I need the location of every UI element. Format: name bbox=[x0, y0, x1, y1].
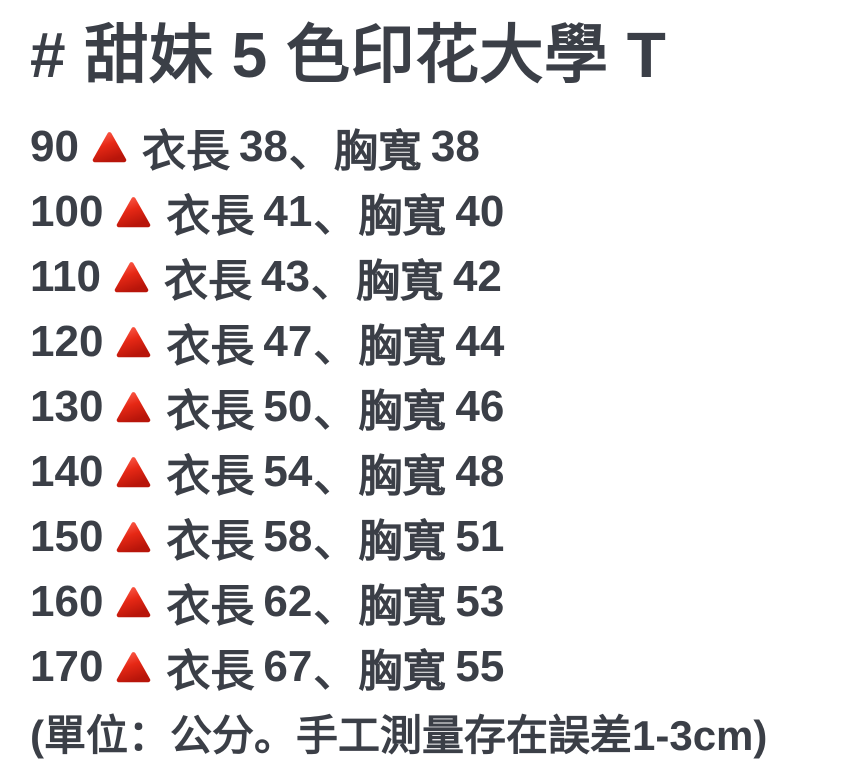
size-row: 130 衣長 50 、 胸寬 46 bbox=[30, 374, 828, 439]
chest-label: 胸寬 bbox=[358, 386, 447, 436]
size-row: 140 衣長 54 、 胸寬 48 bbox=[30, 439, 828, 504]
length-label: 衣長 bbox=[166, 581, 255, 631]
chest-value: 55 bbox=[455, 641, 505, 691]
chest-label: 胸寬 bbox=[358, 516, 447, 566]
size-value: 160 bbox=[30, 576, 104, 626]
size-row: 110 衣長 43 、 胸寬 42 bbox=[30, 244, 828, 309]
size-value: 90 bbox=[30, 121, 79, 171]
separator: 、 bbox=[288, 126, 333, 176]
length-label: 衣長 bbox=[166, 646, 255, 696]
size-row: 150 衣長 58 、 胸寬 51 bbox=[30, 504, 828, 569]
red-triangle-icon bbox=[115, 520, 152, 555]
length-label: 衣長 bbox=[166, 516, 255, 566]
chest-label: 胸寬 bbox=[358, 646, 447, 696]
size-chart-list: 90 衣長 38 、 胸寬 38 100 衣長 41 、 胸寬 40 110 衣… bbox=[30, 114, 828, 699]
length-value: 47 bbox=[263, 316, 313, 366]
separator: 、 bbox=[313, 321, 358, 371]
chest-value: 40 bbox=[455, 186, 505, 236]
size-row: 90 衣長 38 、 胸寬 38 bbox=[30, 114, 828, 179]
size-row: 160 衣長 62 、 胸寬 53 bbox=[30, 569, 828, 634]
length-value: 54 bbox=[263, 446, 313, 496]
length-value: 62 bbox=[263, 576, 313, 626]
red-triangle-icon bbox=[115, 585, 152, 620]
red-triangle-icon bbox=[115, 325, 152, 360]
length-value: 38 bbox=[238, 121, 288, 171]
size-value: 120 bbox=[30, 316, 104, 366]
size-value: 130 bbox=[30, 381, 104, 431]
chest-value: 46 bbox=[455, 381, 505, 431]
unit-disclaimer: (單位：公分。手工測量存在誤差1-3cm) bbox=[30, 711, 768, 759]
length-label: 衣長 bbox=[141, 126, 230, 176]
separator: 、 bbox=[313, 646, 358, 696]
size-row: 100 衣長 41 、 胸寬 40 bbox=[30, 179, 828, 244]
chest-value: 42 bbox=[452, 251, 502, 301]
size-row: 120 衣長 47 、 胸寬 44 bbox=[30, 309, 828, 374]
length-value: 41 bbox=[263, 186, 313, 236]
size-value: 150 bbox=[30, 511, 104, 561]
red-triangle-icon bbox=[115, 195, 152, 230]
length-label: 衣長 bbox=[166, 386, 255, 436]
size-value: 100 bbox=[30, 186, 104, 236]
red-triangle-icon bbox=[113, 260, 150, 295]
chest-value: 51 bbox=[455, 511, 505, 561]
length-value: 50 bbox=[263, 381, 313, 431]
red-triangle-icon bbox=[115, 650, 152, 685]
size-row: 170 衣長 67 、 胸寬 55 bbox=[30, 634, 828, 699]
length-value: 67 bbox=[263, 641, 313, 691]
chest-label: 胸寬 bbox=[358, 581, 447, 631]
chest-value: 44 bbox=[455, 316, 505, 366]
separator: 、 bbox=[313, 386, 358, 436]
red-triangle-icon bbox=[115, 390, 152, 425]
chest-value: 53 bbox=[455, 576, 505, 626]
chest-label: 胸寬 bbox=[333, 126, 422, 176]
chest-value: 48 bbox=[455, 446, 505, 496]
length-value: 58 bbox=[263, 511, 313, 561]
length-label: 衣長 bbox=[166, 191, 255, 241]
length-label: 衣長 bbox=[166, 321, 255, 371]
red-triangle-icon bbox=[115, 455, 152, 490]
separator: 、 bbox=[313, 516, 358, 566]
length-label: 衣長 bbox=[166, 451, 255, 501]
red-triangle-icon bbox=[91, 130, 128, 165]
separator: 、 bbox=[310, 256, 355, 306]
length-label: 衣長 bbox=[163, 256, 252, 306]
length-value: 43 bbox=[260, 251, 310, 301]
page-title: # 甜妹 5 色印花大學 T bbox=[30, 19, 667, 91]
size-value: 140 bbox=[30, 446, 104, 496]
chest-value: 38 bbox=[430, 121, 480, 171]
size-value: 170 bbox=[30, 641, 104, 691]
separator: 、 bbox=[313, 191, 358, 241]
size-value: 110 bbox=[30, 251, 101, 301]
separator: 、 bbox=[313, 451, 358, 501]
chest-label: 胸寬 bbox=[355, 256, 444, 306]
separator: 、 bbox=[313, 581, 358, 631]
chest-label: 胸寬 bbox=[358, 191, 447, 241]
chest-label: 胸寬 bbox=[358, 321, 447, 371]
chest-label: 胸寬 bbox=[358, 451, 447, 501]
